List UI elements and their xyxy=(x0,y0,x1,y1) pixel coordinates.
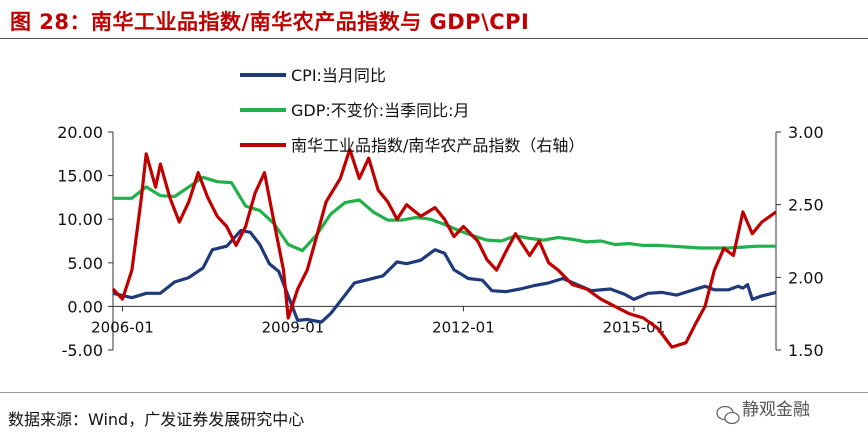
chart-title: 图 28：南华工业品指数/南华农产品指数与 GDP\CPI xyxy=(10,10,530,34)
watermark-text: 静观金融 xyxy=(742,400,810,420)
legend-label-3: 南华工业品指数/南华农产品指数（右轴） xyxy=(291,136,584,155)
x-tick-label: 2012-01 xyxy=(432,318,495,336)
left-tick-label: 5.00 xyxy=(67,254,103,273)
wechat-icon xyxy=(716,405,740,425)
series-line-2 xyxy=(113,175,776,253)
left-tick-label: 15.00 xyxy=(57,167,103,186)
source-note: 数据来源：Wind，广发证券发展研究中心 xyxy=(8,410,305,429)
watermark: 静观金融 xyxy=(716,393,856,433)
footer-divider xyxy=(0,392,868,393)
left-tick-label: 0.00 xyxy=(67,297,103,316)
legend-label-1: CPI:当月同比 xyxy=(291,66,386,85)
x-tick-label: 2009-01 xyxy=(262,318,325,336)
left-tick-label: 10.00 xyxy=(57,210,103,229)
chart-series-lines xyxy=(111,147,777,349)
left-tick-label: 20.00 xyxy=(57,123,103,142)
series-line-3 xyxy=(111,147,777,349)
chart-legend: CPI:当月同比 GDP:不变价:当季同比:月南华工业品指数/南华农产品指数（右轴… xyxy=(240,66,584,155)
legend-label-2: GDP:不变价:当季同比:月 xyxy=(291,101,470,120)
series-line-1 xyxy=(112,228,777,324)
header-bar: 图 28：南华工业品指数/南华农产品指数与 GDP\CPI xyxy=(0,0,868,40)
title-divider xyxy=(0,38,868,39)
chart-axes: 20.00 15.00 10.00 5.00 0.00 -5.00 3.00 2.50 2.00… xyxy=(57,123,823,360)
right-tick-label: 3.00 xyxy=(788,123,824,142)
left-tick-label: -5.00 xyxy=(62,341,103,360)
right-tick-label: 2.00 xyxy=(788,268,824,287)
x-tick-label: 2006-01 xyxy=(91,318,154,336)
right-tick-label: 2.50 xyxy=(788,196,824,215)
right-tick-label: 1.50 xyxy=(788,341,824,360)
